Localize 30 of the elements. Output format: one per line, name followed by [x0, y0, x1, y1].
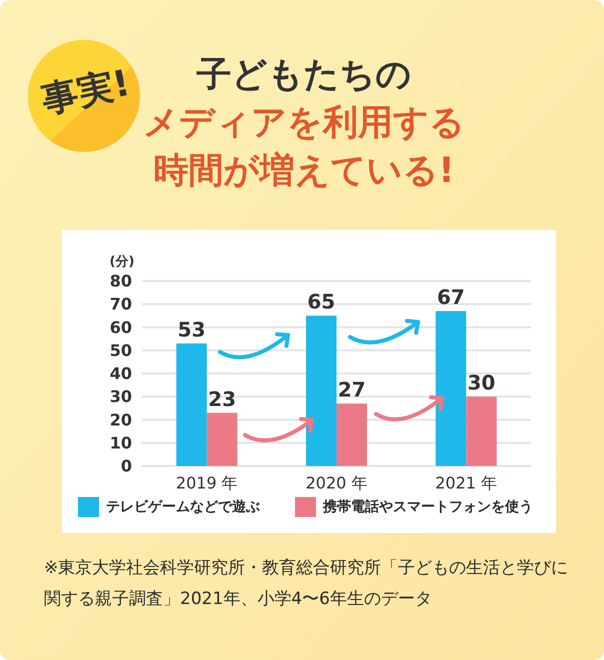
x-tick-label: 2021 年	[435, 474, 498, 492]
y-axis-title: (分)	[110, 254, 134, 270]
y-tick-label: 40	[110, 364, 132, 383]
data-label: 23	[208, 386, 236, 411]
data-label: 27	[338, 378, 366, 402]
data-label: 53	[178, 317, 206, 342]
x-tick-label: 2019 年	[176, 474, 238, 492]
bar	[436, 311, 466, 466]
data-label: 65	[307, 290, 336, 314]
x-tick-label: 2020 年	[306, 474, 368, 492]
y-tick-label: 80	[110, 272, 132, 290]
bar	[206, 412, 238, 466]
bar	[306, 316, 336, 466]
y-tick-label: 20	[110, 410, 132, 430]
y-tick-label: 30	[110, 387, 132, 406]
y-tick-label: 0	[120, 456, 132, 476]
y-tick-label: 60	[110, 318, 132, 337]
text: 事実!	[38, 62, 134, 122]
bar	[176, 343, 207, 466]
chart-title: 子どもたちのメディアを利用する時間が増えている!	[143, 55, 465, 191]
y-tick-label: 70	[110, 294, 132, 314]
data-label: 67	[436, 285, 465, 310]
data-label: 30	[467, 370, 496, 395]
y-tick-label: 10	[110, 433, 132, 452]
bar	[466, 396, 497, 466]
bar	[336, 404, 367, 466]
y-tick-label: 50	[110, 340, 132, 360]
text: ※東京大学社会科学研究所・教育総合研究所「子どもの生活と学びに関する親子調査」2021年、小学4〜6年生のデータ	[44, 557, 570, 611]
legend-label: テレビゲームなどで遊ぶ	[106, 499, 260, 515]
legend-label: 携帯電話やスマートフォンを使う	[322, 498, 533, 515]
